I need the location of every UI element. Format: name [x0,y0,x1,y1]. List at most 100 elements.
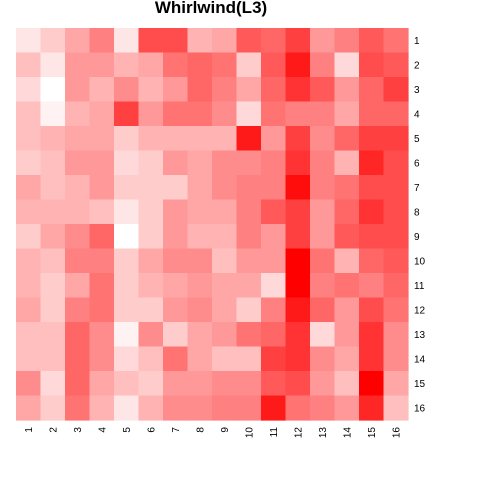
heatmap-cell [16,395,42,421]
row-tick-label: 11 [414,281,425,292]
heatmap-cell [334,273,360,299]
heatmap-cell [187,371,213,397]
row-tick-label: 16 [414,403,426,414]
heatmap-cell [65,322,91,348]
heatmap-cell [65,199,91,225]
row-tick-label: 5 [414,134,420,145]
heatmap-cell [89,346,115,372]
column-tick-label: 3 [73,427,84,433]
heatmap-cell [16,322,42,348]
heatmap-cell [187,346,213,372]
column-tick-label: 7 [171,427,182,433]
heatmap-cell [285,175,311,201]
heatmap-cell [40,175,66,201]
heatmap-cell [40,371,66,397]
column-tick-label: 10 [244,427,255,439]
heatmap-cell [359,297,385,323]
heatmap-cell [310,101,336,127]
heatmap-cell [65,101,91,127]
heatmap-cell [163,371,189,397]
heatmap-cell [310,248,336,274]
heatmap-cell [359,346,385,372]
heatmap-cell [285,28,311,54]
heatmap-cell [187,28,213,54]
heatmap-cell [40,199,66,225]
heatmap-cell [114,273,140,299]
row-tick-label: 14 [414,354,426,365]
heatmap-cell [89,28,115,54]
row-tick-label: 10 [414,256,426,267]
heatmap-cell [310,77,336,103]
heatmap-cell [236,150,262,176]
heatmap-cell [261,346,287,372]
heatmap-cell [334,52,360,78]
heatmap-cell [187,273,213,299]
heatmap-cell [285,224,311,250]
heatmap-cell [285,248,311,274]
heatmap-cell [40,322,66,348]
heatmap-cell [89,150,115,176]
heatmap-cell [236,273,262,299]
column-tick-label: 15 [367,427,378,439]
row-tick-label: 12 [414,305,426,316]
heatmap-cell [359,52,385,78]
heatmap-cell [261,126,287,152]
heatmap-cell [285,77,311,103]
heatmap-cell [383,77,409,103]
heatmap-cell [89,248,115,274]
heatmap-cell [163,150,189,176]
heatmap-cell [310,395,336,421]
heatmap-cell [261,150,287,176]
heatmap-cell [138,371,164,397]
heatmap-cell [138,175,164,201]
row-tick-label: 8 [414,207,420,218]
heatmap-cell [89,322,115,348]
heatmap-cell [114,175,140,201]
heatmap-cell [236,126,262,152]
heatmap-cell [310,126,336,152]
heatmap-cell [212,126,238,152]
heatmap-cell [65,273,91,299]
heatmap-cell [40,346,66,372]
column-tick-label: 4 [97,427,108,433]
column-tick-label: 13 [318,427,329,439]
heatmap-cell [65,346,91,372]
heatmap-cell [138,297,164,323]
heatmap-cell [163,273,189,299]
heatmap-cell [40,126,66,152]
heatmap-cell [285,52,311,78]
heatmap-cell [261,273,287,299]
heatmap-cell [89,101,115,127]
heatmap-cell [16,346,42,372]
heatmap-cell [359,199,385,225]
heatmap-cell [163,224,189,250]
heatmap-cell [114,322,140,348]
heatmap-cell [334,297,360,323]
heatmap-cell [261,28,287,54]
heatmap-cell [310,224,336,250]
heatmap-cell [310,346,336,372]
heatmap-cell [40,248,66,274]
heatmap-cell [212,175,238,201]
heatmap-cell [359,101,385,127]
heatmap-cell [138,199,164,225]
heatmap-cell [187,77,213,103]
heatmap-cell [359,126,385,152]
heatmap-cell [310,322,336,348]
heatmap-cell [187,395,213,421]
row-tick-label: 9 [414,232,420,243]
heatmap-cell [334,322,360,348]
row-tick-label: 1 [414,36,420,47]
heatmap-cell [310,273,336,299]
heatmap-cell [212,371,238,397]
heatmap-cell [138,248,164,274]
heatmap-cell [261,101,287,127]
heatmap-cell [334,224,360,250]
row-tick-label: 4 [414,109,420,120]
heatmap-cell [16,126,42,152]
heatmap-cell [65,371,91,397]
heatmap-cell [261,199,287,225]
heatmap-cell [310,28,336,54]
heatmap-cell [114,395,140,421]
heatmap-cell [359,248,385,274]
